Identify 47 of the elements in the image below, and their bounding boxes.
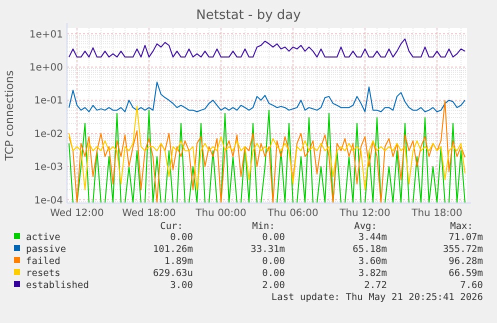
x-tick-label: Wed 18:00 bbox=[122, 208, 176, 219]
x-tick-label: Thu 12:00 bbox=[338, 208, 390, 219]
y-axis-title: TCP connections bbox=[3, 70, 16, 162]
text: Max: bbox=[450, 221, 473, 232]
x-tick-label: Thu 06:00 bbox=[266, 208, 318, 219]
text: 66.59m bbox=[448, 268, 484, 279]
text: Avg: bbox=[354, 221, 377, 232]
chart-title: Netstat - by day bbox=[196, 8, 302, 23]
y-tick-label: 1e+01 bbox=[29, 29, 63, 40]
text: 2.72 bbox=[364, 280, 387, 291]
text: 33.31m bbox=[250, 244, 286, 255]
text: 3.82m bbox=[358, 268, 388, 279]
text: Last update: Thu May 21 20:25:41 2026 bbox=[271, 292, 484, 303]
text: Cur: bbox=[160, 221, 183, 232]
x-tick-label: Thu 18:00 bbox=[410, 208, 462, 219]
text: 2.00 bbox=[262, 280, 286, 291]
text: Min: bbox=[252, 221, 275, 232]
text: 71.07m bbox=[448, 232, 484, 243]
text: 3.00 bbox=[170, 280, 194, 291]
x-tick-label: Thu 00:00 bbox=[194, 208, 246, 219]
text: 3.60m bbox=[358, 256, 388, 267]
x-tick-label: Wed 12:00 bbox=[50, 208, 104, 219]
legend-label: active bbox=[26, 232, 61, 243]
line-series bbox=[68, 38, 466, 58]
y-tick-label: 1e-01 bbox=[34, 96, 63, 107]
text: 0.00 bbox=[170, 232, 194, 243]
text: 0.00 bbox=[262, 256, 286, 267]
y-tick-label: 1e-04 bbox=[34, 195, 63, 206]
y-tick-label: 1e-03 bbox=[34, 162, 63, 174]
text: 629.63u bbox=[152, 268, 193, 279]
y-tick-label: 1e-02 bbox=[34, 128, 63, 140]
text: 65.18m bbox=[352, 244, 388, 255]
text: 0.00 bbox=[262, 232, 286, 243]
legend-label: passive bbox=[26, 244, 66, 255]
text: 1.89m bbox=[164, 256, 194, 267]
text: 0.00 bbox=[262, 268, 286, 279]
line-series bbox=[68, 106, 466, 190]
legend-label: failed bbox=[26, 256, 60, 267]
text: 101.26m bbox=[152, 244, 194, 255]
legend-label: resets bbox=[26, 268, 60, 279]
text: 355.72m bbox=[442, 244, 484, 255]
y-tick-label: 1e+00 bbox=[29, 62, 63, 74]
text: 7.60 bbox=[460, 280, 484, 291]
line-series bbox=[68, 82, 466, 112]
text: 3.44m bbox=[358, 232, 388, 243]
legend-label: established bbox=[26, 280, 89, 291]
text: 96.28m bbox=[448, 256, 484, 267]
